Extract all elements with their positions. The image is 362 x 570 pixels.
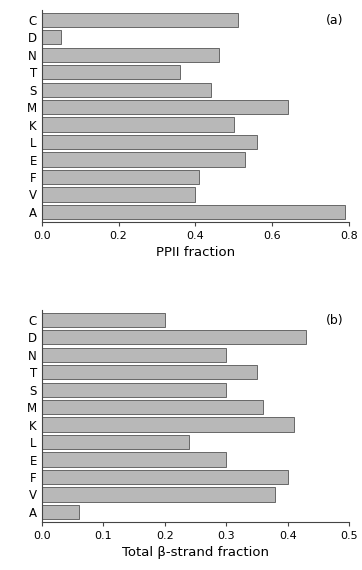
Bar: [42, 487, 275, 502]
Bar: [42, 348, 226, 362]
Bar: [42, 30, 61, 44]
Bar: [42, 365, 257, 380]
Bar: [42, 382, 226, 397]
Bar: [42, 135, 257, 149]
Bar: [42, 417, 294, 432]
Bar: [42, 170, 199, 184]
Bar: [42, 470, 288, 484]
Bar: [42, 435, 189, 449]
Text: (b): (b): [325, 315, 343, 328]
Bar: [42, 188, 195, 202]
Bar: [42, 505, 79, 519]
Bar: [42, 330, 306, 344]
Bar: [42, 83, 211, 97]
Bar: [42, 13, 238, 27]
Bar: [42, 400, 263, 414]
X-axis label: PPII fraction: PPII fraction: [156, 246, 235, 259]
Text: (a): (a): [326, 14, 343, 27]
Bar: [42, 152, 245, 166]
Bar: [42, 100, 288, 115]
X-axis label: Total β-strand fraction: Total β-strand fraction: [122, 546, 269, 559]
Bar: [42, 205, 345, 219]
Bar: [42, 65, 180, 79]
Bar: [42, 313, 165, 327]
Bar: [42, 117, 234, 132]
Bar: [42, 453, 226, 467]
Bar: [42, 48, 219, 62]
